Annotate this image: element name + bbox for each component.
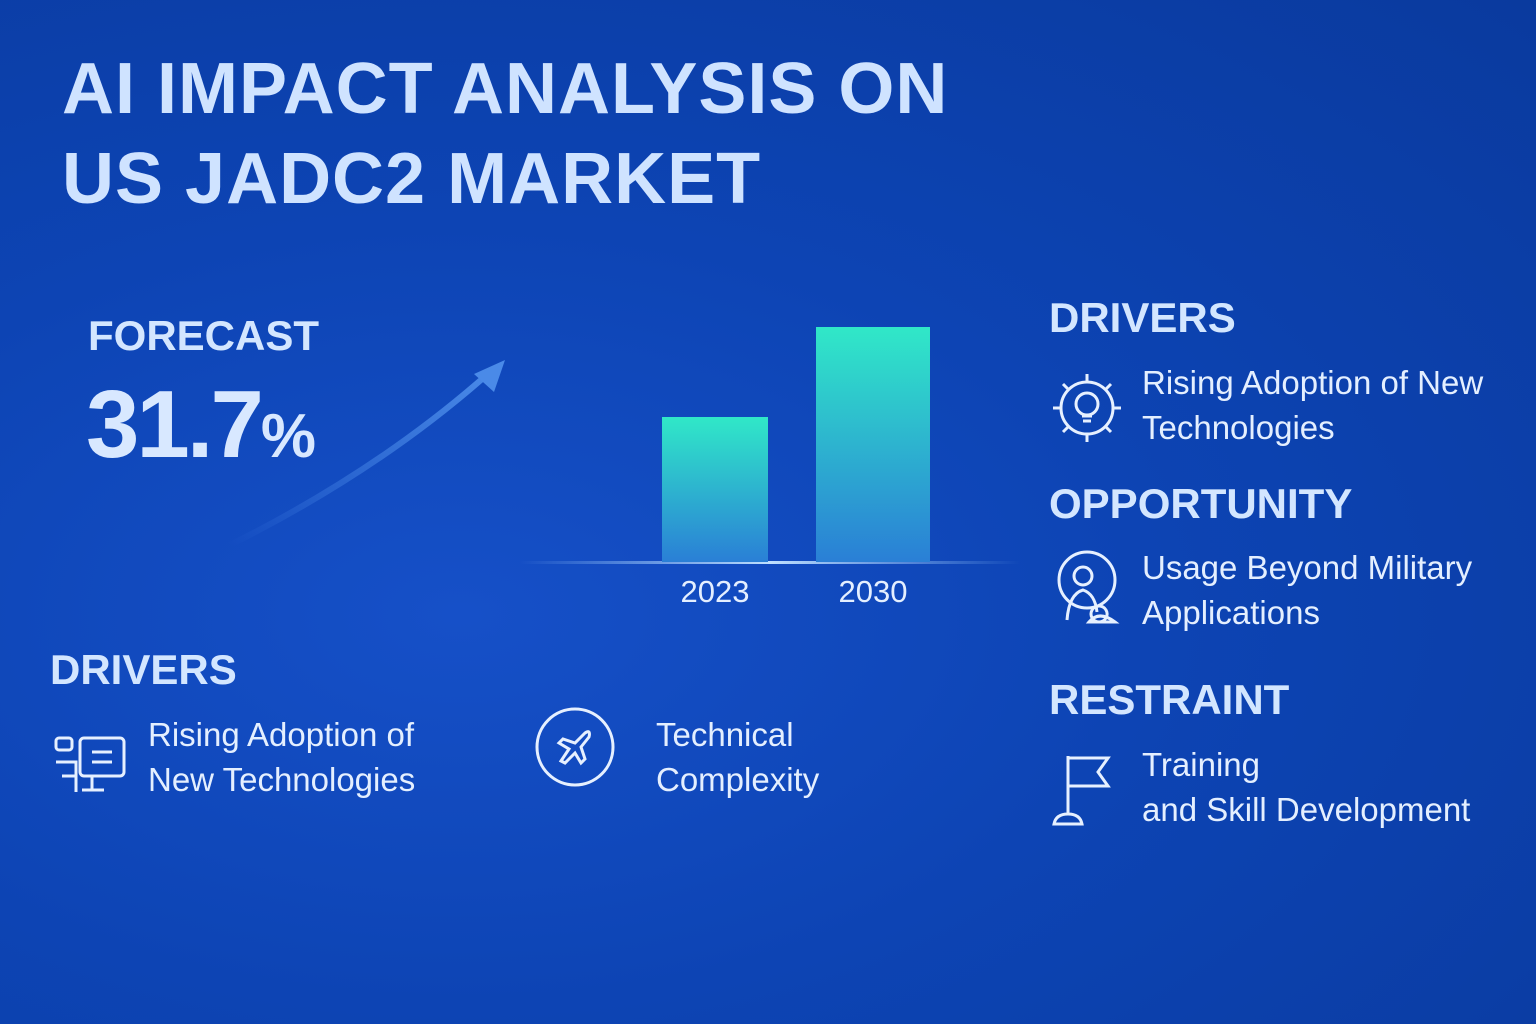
text-line: Complexity [656,761,820,798]
item-text: Training and Skill Development [1142,742,1470,832]
bar [662,417,768,562]
forecast-value: 31.7% [86,370,316,480]
text-line: and Skill Development [1142,791,1471,828]
icon [1053,374,1121,442]
baseline [520,561,1020,564]
forecast-label: FORECAST [88,312,319,359]
section-heading: DRIVERS [1049,294,1236,341]
text-line: Applications [1142,594,1320,631]
section-heading: RESTRAINT [1049,676,1290,723]
text-line: Rising Adoption of [148,716,415,753]
title-line: US JADC2 MARKET [62,139,762,219]
bar [816,327,930,562]
icon [1057,550,1120,624]
arrow-head [474,360,505,392]
title-line: AI IMPACT ANALYSIS ON [62,49,949,129]
item-text: Usage Beyond Military Applications [1142,545,1472,635]
text-line: New Technologies [148,761,416,798]
text-line: Training [1142,746,1260,783]
text-line: Usage Beyond Military [1142,549,1473,586]
icon [1052,756,1111,826]
text-line: Technologies [1142,409,1335,446]
item-text: Technical Complexity [656,712,819,802]
trend-arrow [228,369,492,548]
forecast-unit: % [260,402,316,471]
text-line: Rising Adoption of New [1142,364,1484,401]
text-line: Technical [656,716,794,753]
icon [535,707,615,787]
section-heading: OPPORTUNITY [1049,480,1353,527]
forecast-number: 31.7 [86,371,264,478]
x-tick-label: 2030 [839,574,908,609]
x-tick-label: 2023 [681,574,750,609]
section-heading: DRIVERS [50,646,237,693]
title: AI IMPACT ANALYSIS ON US JADC2 MARKET [62,44,948,224]
item-text: Rising Adoption of New Technologies [1142,360,1483,450]
item-text: Rising Adoption of New Technologies [148,712,415,802]
icon [54,736,126,792]
